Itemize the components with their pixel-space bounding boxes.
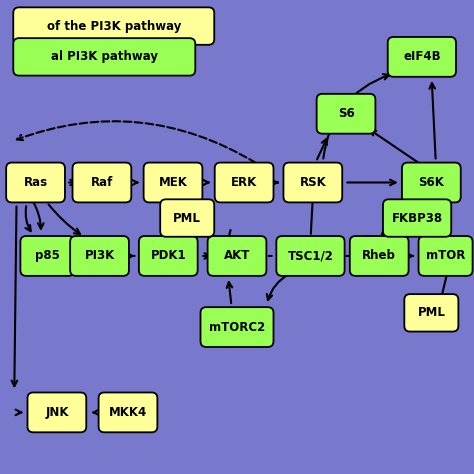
Text: mTORC2: mTORC2 xyxy=(209,320,265,334)
Text: MEK: MEK xyxy=(159,176,187,189)
Text: al PI3K pathway: al PI3K pathway xyxy=(51,50,158,64)
Text: PML: PML xyxy=(173,211,201,225)
Text: JNK: JNK xyxy=(45,406,69,419)
FancyBboxPatch shape xyxy=(208,236,266,276)
Text: eIF4B: eIF4B xyxy=(403,50,441,64)
Text: p85: p85 xyxy=(35,249,60,263)
FancyBboxPatch shape xyxy=(70,236,129,276)
Text: AKT: AKT xyxy=(224,249,250,263)
Text: mTOR: mTOR xyxy=(426,249,465,263)
FancyBboxPatch shape xyxy=(99,392,157,432)
FancyBboxPatch shape xyxy=(350,236,409,276)
FancyBboxPatch shape xyxy=(144,163,202,202)
FancyBboxPatch shape xyxy=(139,236,198,276)
Text: TSC1/2: TSC1/2 xyxy=(288,249,333,263)
FancyBboxPatch shape xyxy=(160,200,214,237)
FancyBboxPatch shape xyxy=(283,163,342,202)
FancyBboxPatch shape xyxy=(20,236,74,276)
Text: PI3K: PI3K xyxy=(84,249,115,263)
Text: PDK1: PDK1 xyxy=(150,249,186,263)
Text: MKK4: MKK4 xyxy=(109,406,147,419)
FancyBboxPatch shape xyxy=(6,163,65,202)
Text: Ras: Ras xyxy=(24,176,47,189)
FancyBboxPatch shape xyxy=(419,236,473,276)
Text: RSK: RSK xyxy=(300,176,326,189)
FancyBboxPatch shape xyxy=(317,94,375,134)
FancyBboxPatch shape xyxy=(276,236,345,276)
FancyBboxPatch shape xyxy=(73,163,131,202)
FancyBboxPatch shape xyxy=(27,392,86,432)
Text: FKBP38: FKBP38 xyxy=(392,211,443,225)
FancyBboxPatch shape xyxy=(388,37,456,77)
FancyBboxPatch shape xyxy=(215,163,273,202)
FancyBboxPatch shape xyxy=(404,294,458,332)
Text: S6: S6 xyxy=(337,107,355,120)
Text: Raf: Raf xyxy=(91,176,113,189)
FancyBboxPatch shape xyxy=(201,307,273,347)
Text: S6K: S6K xyxy=(419,176,444,189)
FancyBboxPatch shape xyxy=(13,8,214,45)
Text: PML: PML xyxy=(418,306,445,319)
Text: ERK: ERK xyxy=(231,176,257,189)
FancyBboxPatch shape xyxy=(402,163,461,202)
FancyBboxPatch shape xyxy=(383,200,451,237)
FancyBboxPatch shape xyxy=(13,38,195,76)
Text: Rheb: Rheb xyxy=(362,249,396,263)
Text: of the PI3K pathway: of the PI3K pathway xyxy=(46,19,181,33)
